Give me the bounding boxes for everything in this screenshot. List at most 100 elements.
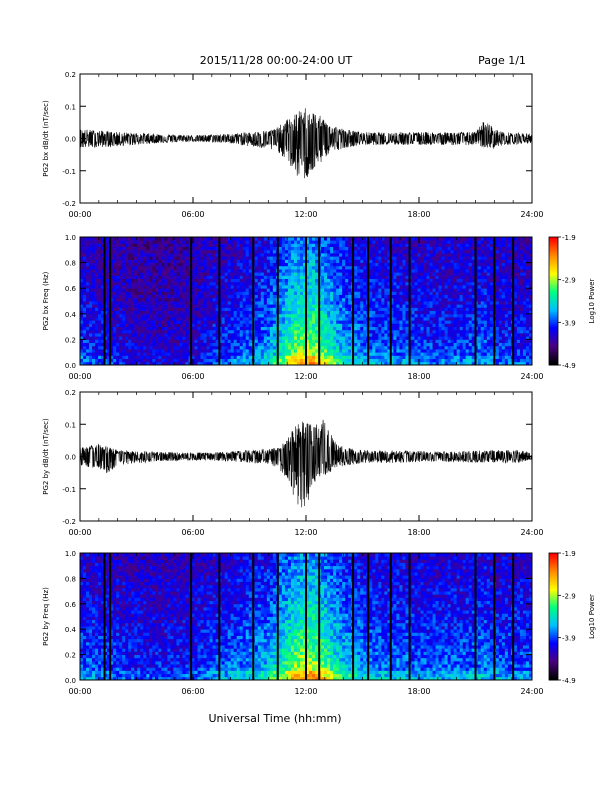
heatmap-cell <box>402 313 406 318</box>
heatmap-cell <box>393 253 397 257</box>
heatmap-cell <box>152 349 156 353</box>
heatmap-cell <box>200 361 204 366</box>
heatmap-cell <box>113 317 117 321</box>
heatmap-cell <box>236 256 241 260</box>
heatmap-cell <box>137 243 141 247</box>
heatmap-cell <box>438 358 442 363</box>
heatmap-cell <box>324 317 328 321</box>
heatmap-cell <box>312 313 316 318</box>
heatmap-cell <box>98 275 102 279</box>
heatmap-cell <box>80 294 84 299</box>
heatmap-cell <box>236 304 241 308</box>
heatmap-cell <box>143 259 147 263</box>
heatmap-cell <box>269 243 274 247</box>
heatmap-cell <box>263 297 268 302</box>
heatmap-cell <box>104 265 108 270</box>
heatmap-cell <box>119 249 123 254</box>
heatmap-cell <box>173 275 177 279</box>
heatmap-cell <box>164 304 168 308</box>
heatmap-cell <box>119 265 123 270</box>
heatmap-cell <box>224 285 229 289</box>
heatmap-cell <box>239 269 244 273</box>
heatmap-cell <box>179 301 183 305</box>
heatmap-cell <box>167 275 171 279</box>
heatmap-cell <box>119 297 123 302</box>
heatmap-cell <box>170 269 174 273</box>
heatmap-cell <box>327 326 331 331</box>
heatmap-cell <box>80 345 84 350</box>
heatmap-cell <box>306 361 310 366</box>
heatmap-cell <box>363 272 367 276</box>
heatmap-cell <box>197 339 201 343</box>
heatmap-cell <box>378 320 382 324</box>
heatmap-cell <box>321 361 325 366</box>
heatmap-cell <box>354 301 358 305</box>
heatmap-cell <box>95 297 99 302</box>
heatmap-cell <box>155 291 159 295</box>
heatmap-cell <box>345 352 349 356</box>
heatmap-cell <box>432 323 436 327</box>
heatmap-cell <box>131 333 135 337</box>
heatmap-cell <box>164 355 168 359</box>
heatmap-cell <box>336 256 340 260</box>
heatmap-cell <box>83 317 87 321</box>
heatmap-cell <box>287 313 292 318</box>
heatmap-cell <box>435 262 439 267</box>
heatmap-cell <box>155 272 159 276</box>
heatmap-cell <box>137 349 141 353</box>
heatmap-cell <box>233 342 238 347</box>
heatmap-cell <box>173 249 177 254</box>
heatmap-cell <box>215 336 220 340</box>
heatmap-cell <box>336 301 340 305</box>
heatmap-cell <box>221 275 226 279</box>
heatmap-cell <box>411 310 415 315</box>
heatmap-cell <box>173 259 177 263</box>
heatmap-cell <box>390 355 394 359</box>
heatmap-cell <box>354 246 358 251</box>
heatmap-cell <box>185 249 189 254</box>
heatmap-cell <box>360 336 364 340</box>
heatmap-cell <box>260 304 265 308</box>
heatmap-cell <box>333 278 337 283</box>
heatmap-cell <box>92 336 96 340</box>
heatmap-cell <box>239 361 244 366</box>
heatmap-cell <box>263 329 268 334</box>
heatmap-cell <box>239 339 244 343</box>
heatmap-cell <box>402 249 406 254</box>
heatmap-cell <box>233 259 238 263</box>
heatmap-cell <box>200 342 204 347</box>
heatmap-cell <box>396 246 400 251</box>
heatmap-cell <box>302 272 307 276</box>
heatmap-cell <box>293 288 298 292</box>
heatmap-cell <box>420 288 424 292</box>
heatmap-cell <box>221 285 226 289</box>
heatmap-cell <box>191 243 195 247</box>
heatmap-cell <box>92 345 96 350</box>
heatmap-cell <box>293 249 298 254</box>
heatmap-cell <box>227 256 232 260</box>
heatmap-cell <box>348 329 352 334</box>
heatmap-cell <box>146 246 150 251</box>
heatmap-cell <box>215 358 220 363</box>
heatmap-cell <box>354 329 358 334</box>
heatmap-cell <box>119 275 123 279</box>
heatmap-cell <box>423 329 427 334</box>
heatmap-cell <box>227 285 232 289</box>
heatmap-cell <box>203 349 207 353</box>
heatmap-cell <box>224 243 229 247</box>
heatmap-cell <box>155 297 159 302</box>
heatmap-cell <box>444 323 449 327</box>
heatmap-cell <box>263 272 268 276</box>
heatmap-cell <box>393 333 397 337</box>
heatmap-cell <box>309 243 313 247</box>
heatmap-cell <box>432 249 436 254</box>
heatmap-cell <box>324 329 328 334</box>
heatmap-cell <box>122 355 126 359</box>
heatmap-cell <box>263 355 268 359</box>
heatmap-cell <box>203 329 207 334</box>
heatmap-cell <box>146 291 150 295</box>
heatmap-cell <box>257 342 262 347</box>
heatmap-cell <box>206 301 210 305</box>
heatmap-cell <box>432 262 436 267</box>
heatmap-cell <box>146 345 150 350</box>
